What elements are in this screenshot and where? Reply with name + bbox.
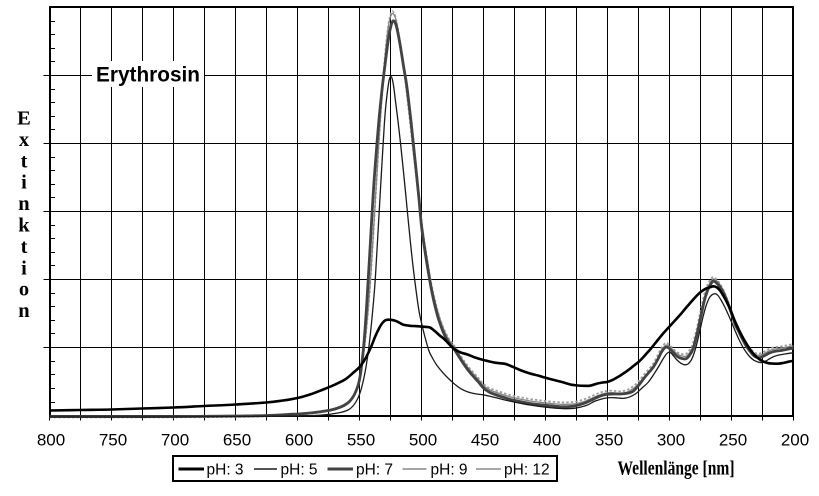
svg-text:t: t — [21, 150, 28, 172]
svg-text:450: 450 — [471, 431, 499, 450]
svg-text:i: i — [21, 172, 27, 194]
svg-text:800: 800 — [37, 431, 65, 450]
svg-text:pH: 3: pH: 3 — [207, 462, 244, 479]
svg-text:350: 350 — [595, 431, 623, 450]
svg-text:Erythrosin: Erythrosin — [96, 64, 200, 87]
svg-text:200: 200 — [781, 431, 809, 450]
svg-text:t: t — [21, 236, 28, 258]
svg-text:pH: 5: pH: 5 — [281, 462, 318, 479]
svg-text:n: n — [18, 300, 30, 322]
svg-text:E: E — [17, 108, 31, 130]
svg-text:i: i — [21, 257, 27, 279]
svg-text:500: 500 — [409, 431, 437, 450]
svg-text:k: k — [18, 215, 30, 237]
svg-text:o: o — [19, 279, 29, 301]
svg-text:pH: 9: pH: 9 — [431, 462, 468, 479]
svg-text:600: 600 — [285, 431, 313, 450]
svg-text:250: 250 — [719, 431, 747, 450]
svg-text:400: 400 — [533, 431, 561, 450]
svg-text:650: 650 — [223, 431, 251, 450]
svg-text:Wellenlänge [nm]: Wellenlänge [nm] — [618, 459, 735, 480]
svg-text:pH: 7: pH: 7 — [356, 462, 393, 479]
svg-text:550: 550 — [347, 431, 375, 450]
svg-text:x: x — [19, 129, 30, 151]
svg-text:300: 300 — [657, 431, 685, 450]
svg-text:n: n — [18, 193, 30, 215]
svg-text:700: 700 — [161, 431, 189, 450]
svg-text:750: 750 — [99, 431, 127, 450]
svg-text:pH: 12: pH: 12 — [504, 462, 550, 479]
